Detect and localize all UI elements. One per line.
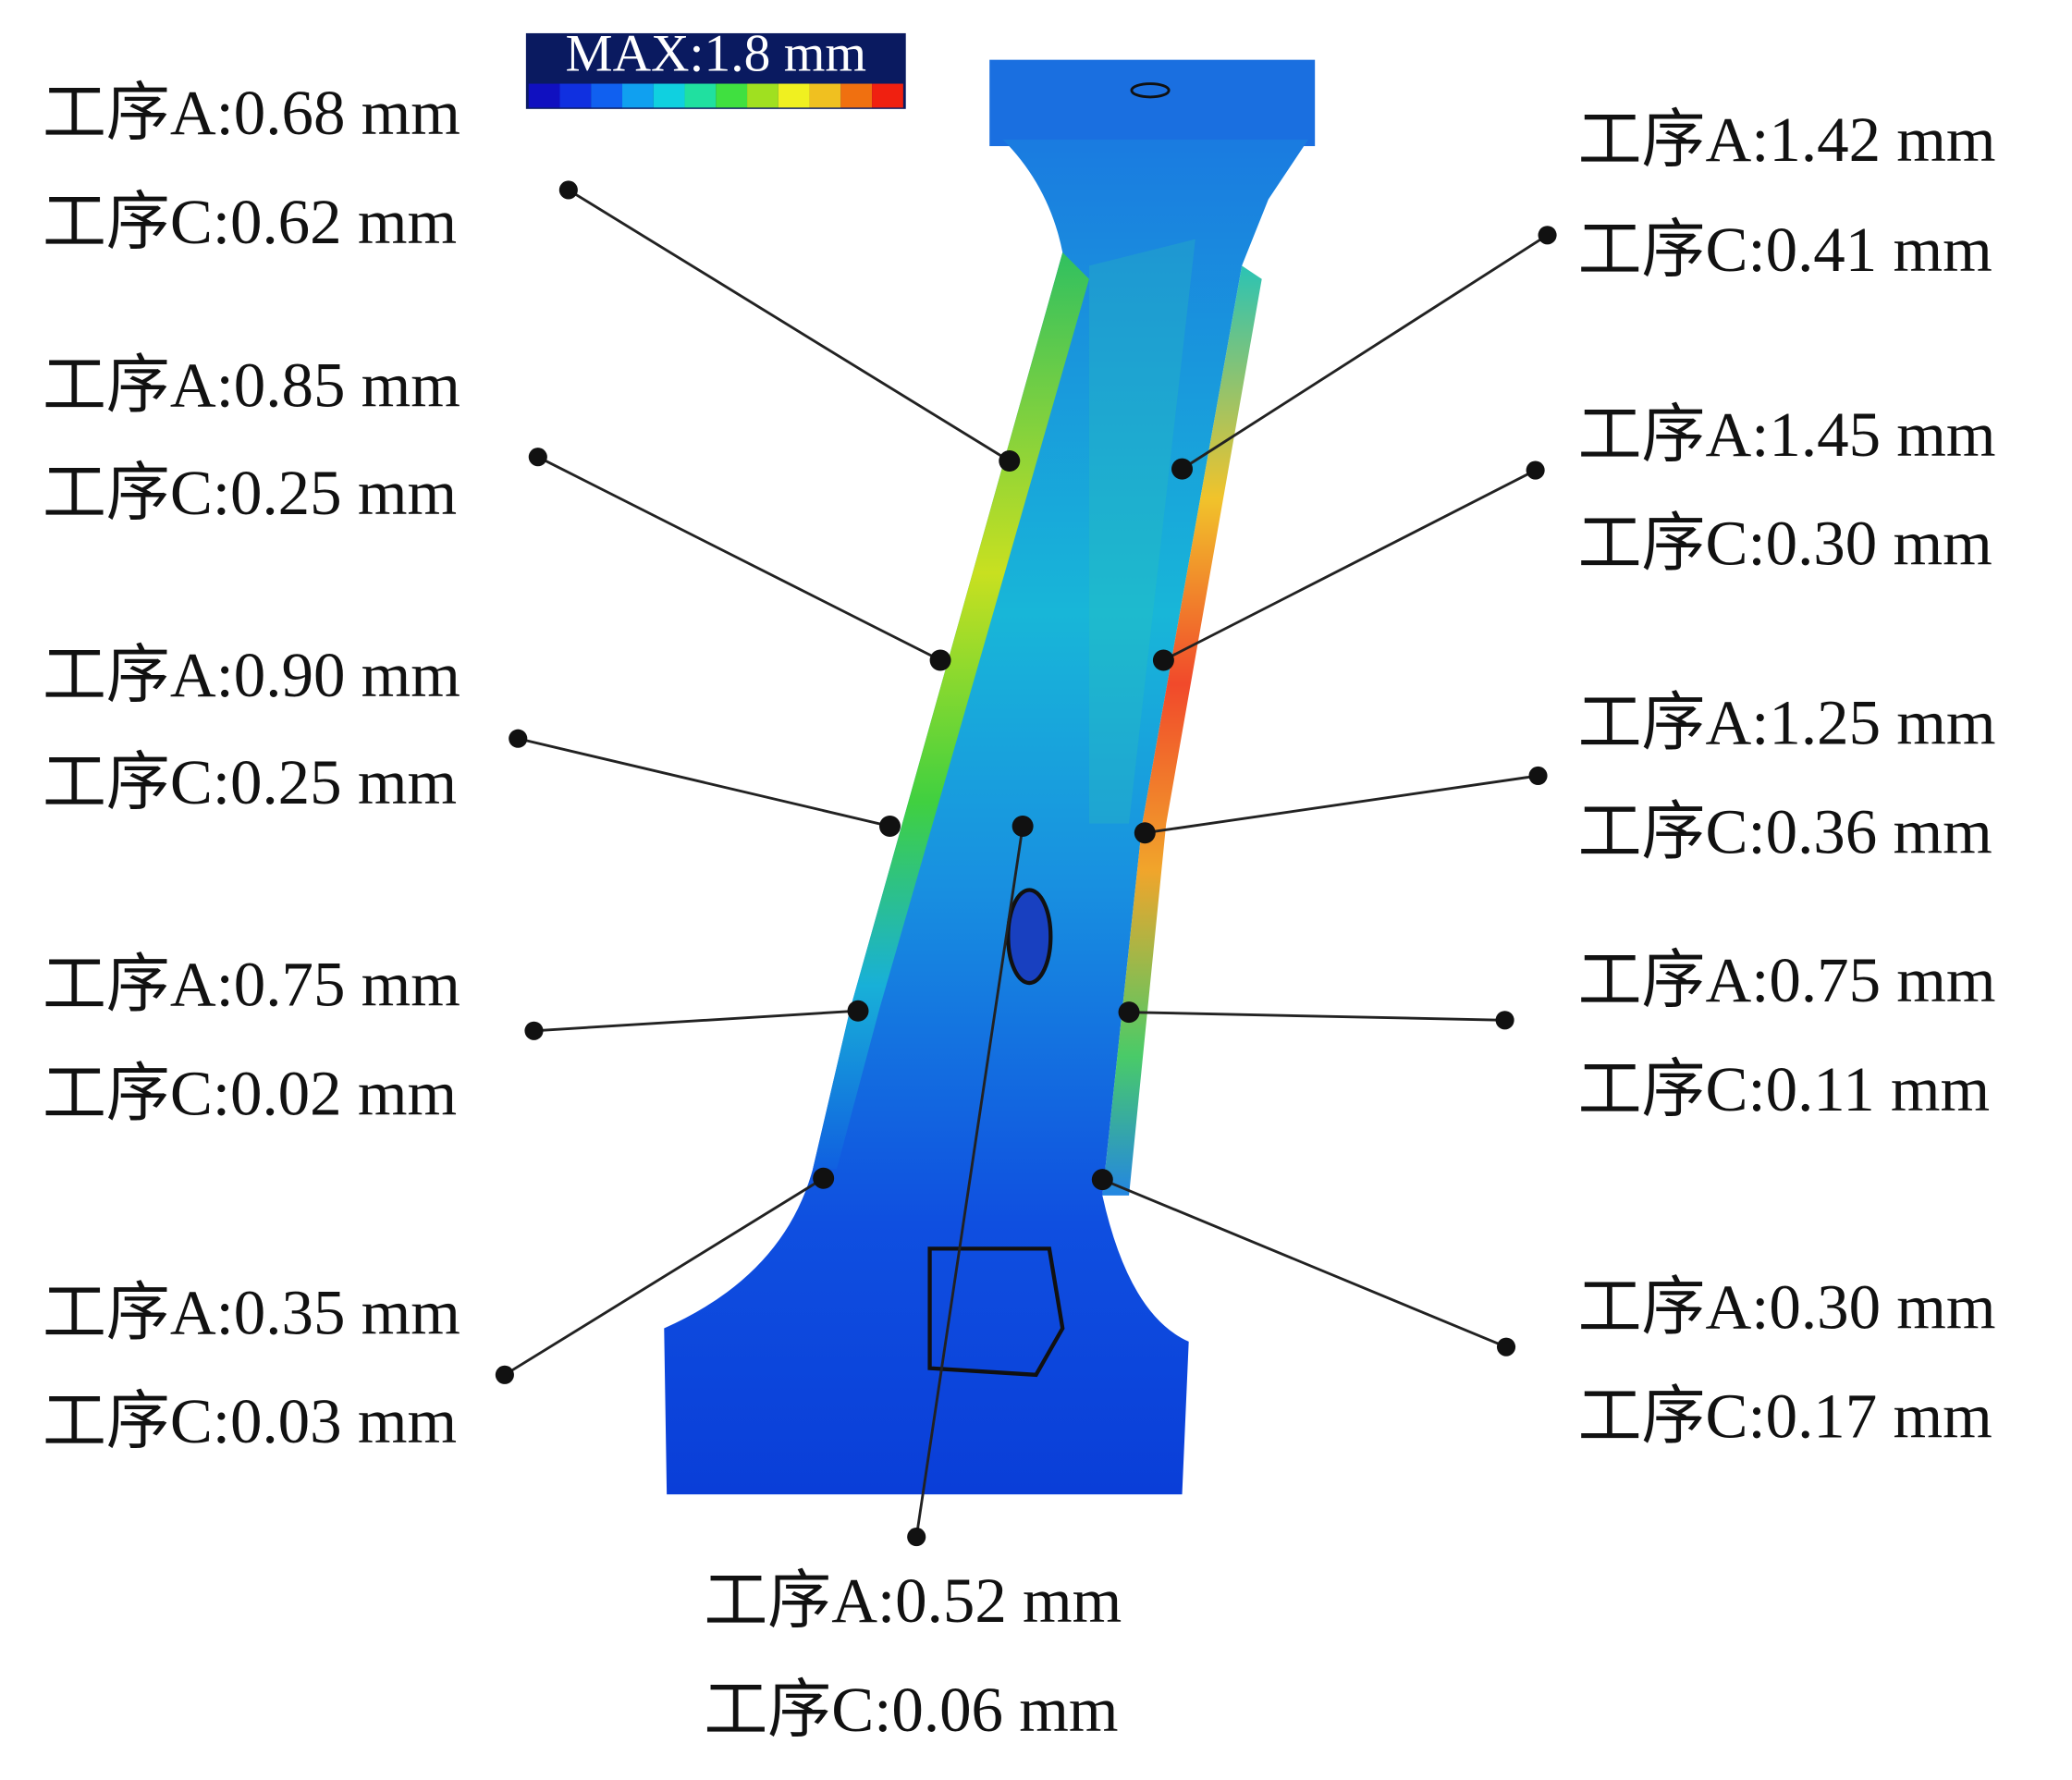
process-a-label: 工序A:0.90 mm [43,640,460,710]
measure-point [929,649,951,671]
measure-point [813,1167,835,1189]
legend: MAX:1.8 mm [525,24,906,109]
leader-line [533,1009,859,1033]
process-c-label: 工序C:0.62 mm [43,187,457,257]
legend-swatch [559,83,592,108]
legend-title: MAX:1.8 mm [565,24,866,82]
leader-dot [907,1528,926,1547]
process-a-label: 工序A:1.45 mm [1578,399,1996,470]
leader-line [1181,234,1549,471]
leader-dot [1495,1011,1514,1030]
process-a-label: 工序A:0.75 mm [43,950,460,1020]
process-c-label: 工序C:0.17 mm [1578,1381,1992,1451]
process-a-label: 工序A:0.75 mm [1578,945,1996,1015]
leader-line [517,737,890,828]
leader-line [504,1177,825,1377]
measure-point [1152,649,1174,671]
measure-point [999,450,1021,472]
legend-swatch [747,83,779,108]
legend-swatch [591,83,623,108]
process-c-label: 工序C:0.02 mm [43,1058,457,1128]
leader-dot [524,1021,544,1040]
process-c-label: 工序C:0.03 mm [43,1386,457,1456]
leader-line [568,189,1011,462]
process-c-label: 工序C:0.25 mm [43,747,457,817]
leader-dot [1496,1337,1516,1356]
measure-point [1171,458,1194,480]
legend-swatch [716,83,748,108]
legend-swatch [528,83,560,108]
legend-swatch [622,83,654,108]
process-a-label: 工序A:0.68 mm [43,78,460,148]
process-a-label: 工序A:0.52 mm [704,1565,1122,1636]
leader-line [1145,774,1539,835]
process-a-label: 工序A:0.35 mm [43,1277,460,1347]
legend-swatch [778,83,810,108]
process-c-label: 工序C:0.30 mm [1578,509,1992,579]
process-c-label: 工序C:0.11 mm [1578,1054,1991,1124]
measure-point [1118,1001,1140,1024]
measure-point [1011,816,1034,838]
leader-line [1101,1178,1507,1348]
legend-swatch [809,83,841,108]
leader-dot [558,180,578,200]
measure-point [1134,822,1156,844]
process-c-label: 工序C:0.36 mm [1578,796,1992,866]
pillar [664,59,1316,1495]
leader-line [1129,1011,1505,1022]
process-c-label: 工序C:0.25 mm [43,458,457,528]
legend-swatch [684,83,717,108]
leader-dot [1528,766,1548,786]
leader-dot [509,729,528,748]
process-a-label: 工序A:1.25 mm [1578,688,1996,758]
process-a-label: 工序A:0.30 mm [1578,1272,1996,1343]
legend-swatch [840,83,873,108]
measure-point [847,1000,869,1022]
process-a-label: 工序A:0.85 mm [43,350,460,421]
legend-swatch [653,83,685,108]
process-c-label: 工序C:0.41 mm [1578,215,1992,285]
measure-point [878,816,901,838]
legend-swatch [872,83,903,108]
leader-dot [528,448,547,467]
process-a-label: 工序A:1.42 mm [1578,104,1996,175]
leader-dot [1526,460,1545,480]
measure-point [1091,1169,1113,1191]
leader-line [537,455,941,662]
leader-line [1162,469,1537,662]
leader-line [914,826,1024,1538]
leader-dot [1538,226,1557,245]
leader-dot [495,1365,514,1384]
process-c-label: 工序C:0.06 mm [704,1675,1118,1745]
